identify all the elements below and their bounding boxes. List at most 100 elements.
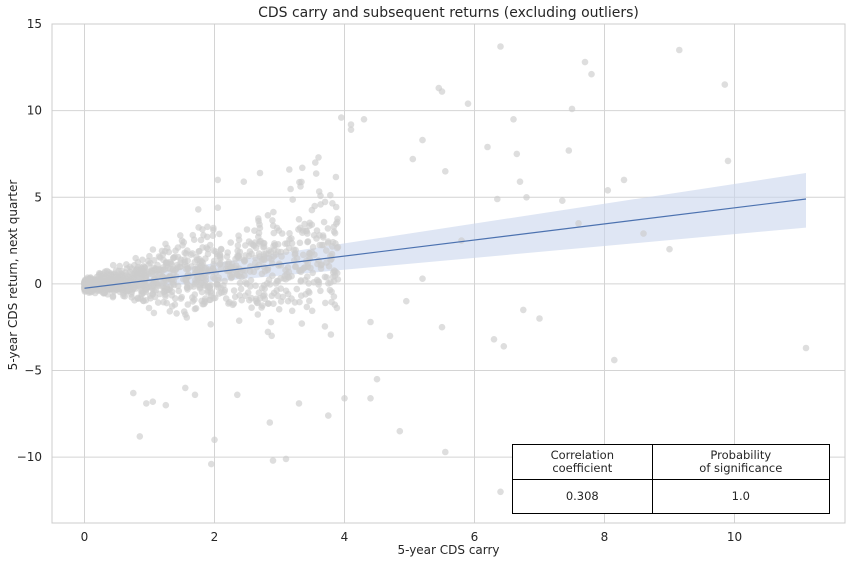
scatter-point <box>260 255 268 263</box>
scatter-point <box>296 178 303 186</box>
scatter-point <box>640 230 647 237</box>
scatter-point <box>116 262 123 270</box>
scatter-point <box>213 281 221 288</box>
scatter-point <box>317 201 324 208</box>
scatter-point <box>136 433 144 440</box>
scatter-point <box>182 384 189 392</box>
scatter-point <box>248 250 255 258</box>
scatter-point <box>306 222 313 230</box>
scatter-point <box>330 223 338 231</box>
scatter-point <box>96 281 103 289</box>
scatter-point <box>520 306 527 314</box>
scatter-point <box>330 228 338 235</box>
scatter-point <box>286 166 293 173</box>
scatter-point <box>299 266 306 273</box>
scatter-point <box>211 436 218 444</box>
scatter-point <box>236 279 244 287</box>
scatter-point <box>396 427 404 435</box>
scatter-point <box>296 239 304 247</box>
scatter-point <box>367 318 374 326</box>
scatter-point <box>270 300 277 308</box>
scatter-point <box>666 245 673 253</box>
scatter-point <box>165 248 173 256</box>
scatter-point <box>325 412 332 419</box>
scatter-point <box>142 284 150 292</box>
y-tick-label: 0 <box>34 277 42 291</box>
scatter-point <box>236 292 243 299</box>
scatter-point <box>193 267 200 275</box>
scatter-point <box>191 296 198 303</box>
plot-frame <box>51 23 846 524</box>
scatter-point <box>260 244 267 251</box>
scatter-point <box>216 259 224 267</box>
scatter-point <box>360 116 368 123</box>
scatter-point <box>565 147 573 154</box>
scatter-point <box>311 202 319 210</box>
scatter-point <box>277 285 285 292</box>
scatter-point <box>193 256 201 264</box>
scatter-point <box>208 460 215 468</box>
scatter-point <box>312 170 320 177</box>
scatter-point <box>256 169 264 177</box>
scatter-point <box>403 297 410 305</box>
regression-line <box>84 198 807 289</box>
scatter-point <box>120 292 127 300</box>
scatter-point <box>166 265 174 273</box>
scatter-point <box>81 283 89 291</box>
scatter-point <box>281 272 289 280</box>
scatter-point <box>330 293 338 300</box>
x-tick-label: 4 <box>341 530 349 544</box>
scatter-point <box>150 309 158 317</box>
scatter-point <box>144 257 152 265</box>
scatter-point <box>490 336 498 343</box>
scatter-point <box>259 302 266 309</box>
scatter-point <box>611 356 618 364</box>
scatter-point <box>178 293 185 301</box>
scatter-point <box>724 157 732 165</box>
scatter-point <box>107 284 114 292</box>
scatter-point <box>309 243 317 251</box>
scatter-point <box>209 232 217 239</box>
scatter-point <box>191 291 199 298</box>
scatter-point <box>201 279 209 287</box>
y-axis-label: 5-year CDS return, next quarter <box>6 179 20 371</box>
scatter-point <box>207 289 215 297</box>
scatter-point <box>419 136 426 144</box>
scatter-point <box>118 286 126 294</box>
confidence-band-area <box>84 173 806 294</box>
scatter-point <box>109 261 117 269</box>
scatter-point <box>189 250 196 257</box>
scatter-point <box>318 261 325 268</box>
scatter-point <box>568 105 576 113</box>
scatter-point <box>131 261 138 269</box>
scatter-point <box>264 212 272 219</box>
stats-value-row: 0.308 1.0 <box>512 479 831 514</box>
scatter-point <box>266 281 274 288</box>
scatter-point <box>203 233 211 241</box>
scatter-point <box>323 247 330 254</box>
scatter-point <box>293 285 301 293</box>
x-tick-label: 8 <box>601 530 609 544</box>
scatter-point <box>162 401 170 409</box>
scatter-point <box>199 259 207 267</box>
scatter-point <box>500 343 508 350</box>
scatter-point <box>367 395 374 402</box>
scatter-point <box>497 488 504 496</box>
stats-table: Correlation coefficient Probability of sig… <box>512 444 831 514</box>
scatter-point <box>143 400 150 407</box>
scatter-point <box>588 70 595 78</box>
scatter-point <box>285 244 293 252</box>
regression-line-layer <box>84 198 807 289</box>
scatter-point <box>327 279 334 286</box>
scatter-point <box>252 254 259 262</box>
scatter-point <box>265 300 272 307</box>
scatter-point <box>295 400 303 407</box>
scatter-point <box>676 46 683 54</box>
scatter-point <box>206 241 214 249</box>
scatter-point <box>331 301 339 309</box>
scatter-point <box>132 254 139 262</box>
scatter-point <box>242 279 249 286</box>
scatter-point <box>154 261 161 269</box>
scatter-point <box>322 299 329 307</box>
